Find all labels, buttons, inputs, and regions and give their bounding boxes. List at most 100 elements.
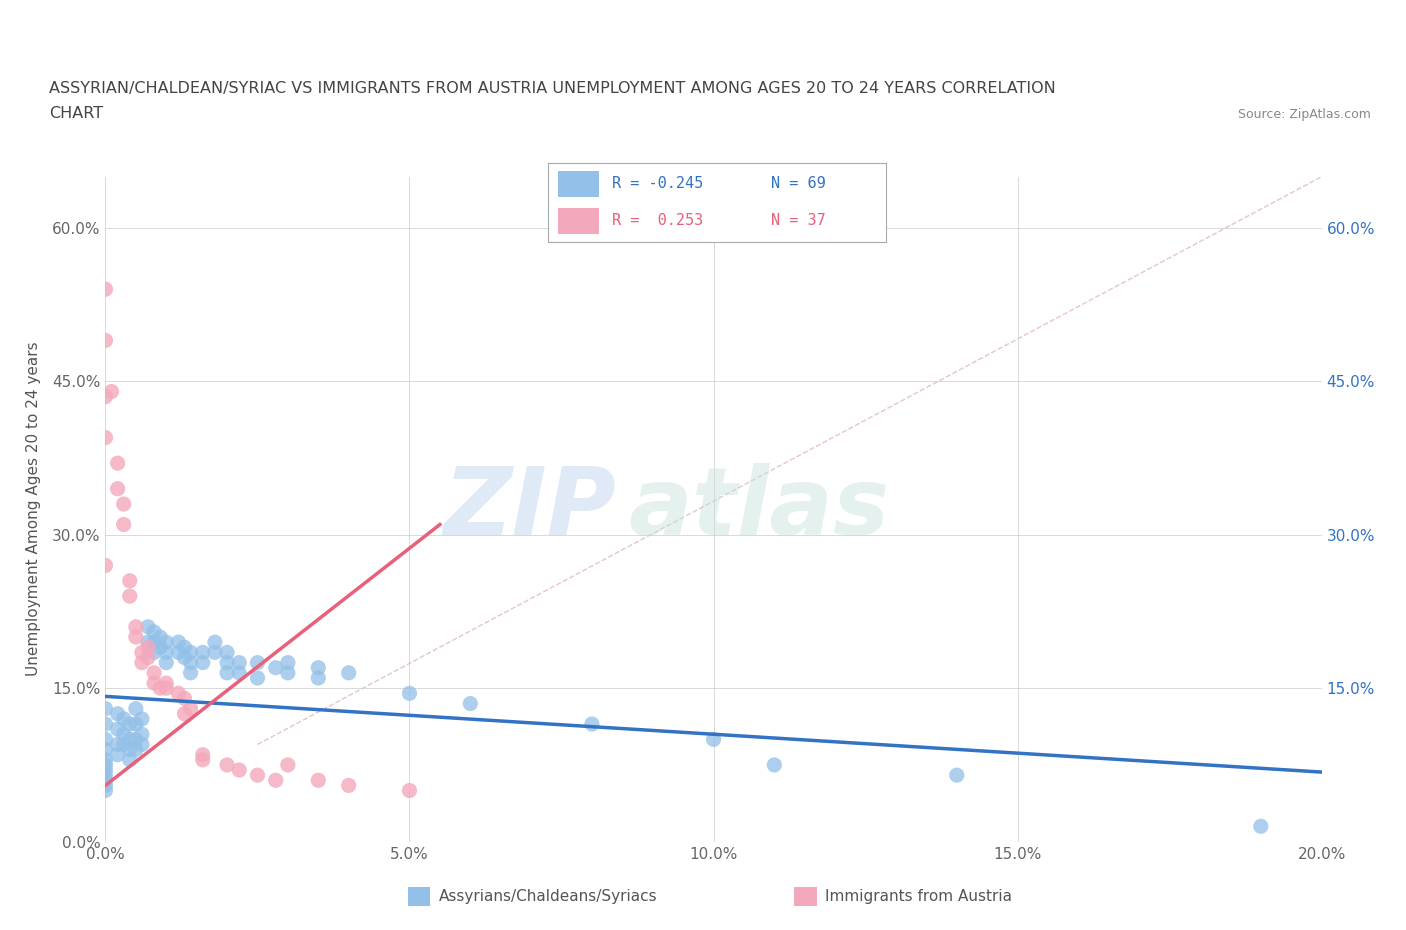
- Point: [264, 773, 287, 788]
- Point: [337, 777, 360, 792]
- Point: [94, 333, 117, 348]
- Point: [217, 656, 239, 671]
- Point: [217, 757, 239, 772]
- Point: [191, 645, 214, 660]
- Bar: [558, 207, 599, 234]
- Point: [107, 722, 129, 737]
- Point: [398, 686, 420, 701]
- Point: [94, 732, 117, 747]
- Point: [118, 742, 141, 757]
- Point: [264, 660, 287, 675]
- Point: [228, 763, 250, 777]
- Point: [173, 691, 195, 706]
- Point: [191, 752, 214, 767]
- Point: [337, 666, 360, 681]
- Point: [155, 645, 177, 660]
- Text: N = 69: N = 69: [770, 176, 825, 192]
- Point: [149, 640, 172, 655]
- Point: [155, 656, 177, 671]
- Point: [204, 645, 226, 660]
- Point: [307, 660, 329, 675]
- Point: [702, 732, 725, 747]
- Point: [173, 650, 195, 665]
- Point: [143, 676, 166, 691]
- Point: [143, 666, 166, 681]
- Point: [173, 707, 195, 722]
- Point: [94, 742, 117, 757]
- Point: [277, 757, 299, 772]
- Point: [131, 737, 153, 752]
- Point: [167, 645, 190, 660]
- Point: [107, 707, 129, 722]
- Point: [136, 640, 159, 655]
- Point: [94, 390, 117, 405]
- Point: [131, 656, 153, 671]
- Point: [246, 768, 269, 783]
- Point: [100, 384, 122, 399]
- Point: [136, 619, 159, 634]
- Point: [131, 727, 153, 742]
- Point: [167, 635, 190, 650]
- Point: [112, 737, 135, 752]
- Text: atlas: atlas: [628, 463, 890, 555]
- Point: [125, 619, 148, 634]
- Point: [125, 701, 148, 716]
- Point: [307, 671, 329, 685]
- Point: [149, 681, 172, 696]
- Point: [458, 696, 481, 711]
- Point: [94, 431, 117, 445]
- Point: [131, 645, 153, 660]
- Point: [118, 574, 141, 589]
- Point: [94, 763, 117, 777]
- Text: Assyrians/Chaldeans/Syriacs: Assyrians/Chaldeans/Syriacs: [439, 889, 657, 904]
- Point: [143, 635, 166, 650]
- Point: [149, 630, 172, 644]
- Point: [155, 676, 177, 691]
- Point: [277, 656, 299, 671]
- Point: [155, 681, 177, 696]
- Point: [204, 635, 226, 650]
- Point: [107, 482, 129, 497]
- Point: [307, 773, 329, 788]
- Point: [107, 748, 129, 763]
- Point: [107, 456, 129, 471]
- Point: [94, 752, 117, 767]
- Point: [118, 752, 141, 767]
- Point: [1250, 819, 1272, 834]
- Point: [581, 717, 603, 732]
- Point: [118, 589, 141, 604]
- Point: [180, 666, 202, 681]
- Point: [136, 635, 159, 650]
- Point: [112, 711, 135, 726]
- Point: [246, 656, 269, 671]
- Point: [125, 717, 148, 732]
- Point: [125, 732, 148, 747]
- Point: [173, 640, 195, 655]
- Point: [398, 783, 420, 798]
- Point: [112, 517, 135, 532]
- Point: [945, 768, 967, 783]
- Point: [94, 717, 117, 732]
- Point: [217, 666, 239, 681]
- Point: [118, 732, 141, 747]
- Text: CHART: CHART: [49, 106, 103, 121]
- Point: [112, 497, 135, 512]
- Point: [94, 701, 117, 716]
- Point: [136, 650, 159, 665]
- Point: [94, 757, 117, 772]
- Point: [228, 666, 250, 681]
- Point: [191, 656, 214, 671]
- Point: [143, 645, 166, 660]
- Point: [94, 773, 117, 788]
- Point: [112, 727, 135, 742]
- Point: [180, 645, 202, 660]
- Point: [180, 701, 202, 716]
- Point: [125, 630, 148, 644]
- Point: [94, 768, 117, 783]
- Point: [246, 671, 269, 685]
- Point: [125, 742, 148, 757]
- Point: [228, 656, 250, 671]
- Point: [277, 666, 299, 681]
- Text: N = 37: N = 37: [770, 213, 825, 229]
- Text: R =  0.253: R = 0.253: [613, 213, 704, 229]
